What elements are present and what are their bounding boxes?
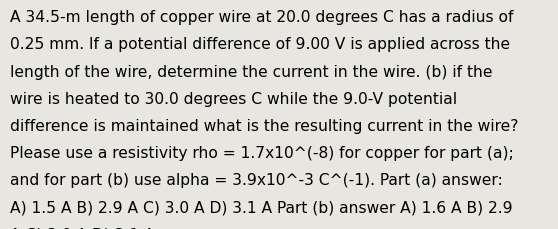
Text: wire is heated to 30.0 degrees C while the 9.0-V potential: wire is heated to 30.0 degrees C while t… [10, 91, 457, 106]
Text: A) 1.5 A B) 2.9 A C) 3.0 A D) 3.1 A Part (b) answer A) 1.6 A B) 2.9: A) 1.5 A B) 2.9 A C) 3.0 A D) 3.1 A Part… [10, 199, 513, 214]
Text: A C) 3.0 A D) 3.1 A: A C) 3.0 A D) 3.1 A [10, 226, 155, 229]
Text: 0.25 mm. If a potential difference of 9.00 V is applied across the: 0.25 mm. If a potential difference of 9.… [10, 37, 510, 52]
Text: and for part (b) use alpha = 3.9x10^-3 C^(-1). Part (a) answer:: and for part (b) use alpha = 3.9x10^-3 C… [10, 172, 503, 187]
Text: length of the wire, determine the current in the wire. (b) if the: length of the wire, determine the curren… [10, 64, 493, 79]
Text: A 34.5-m length of copper wire at 20.0 degrees C has a radius of: A 34.5-m length of copper wire at 20.0 d… [10, 10, 513, 25]
Text: difference is maintained what is the resulting current in the wire?: difference is maintained what is the res… [10, 118, 518, 133]
Text: Please use a resistivity rho = 1.7x10^(-8) for copper for part (a);: Please use a resistivity rho = 1.7x10^(-… [10, 145, 514, 160]
